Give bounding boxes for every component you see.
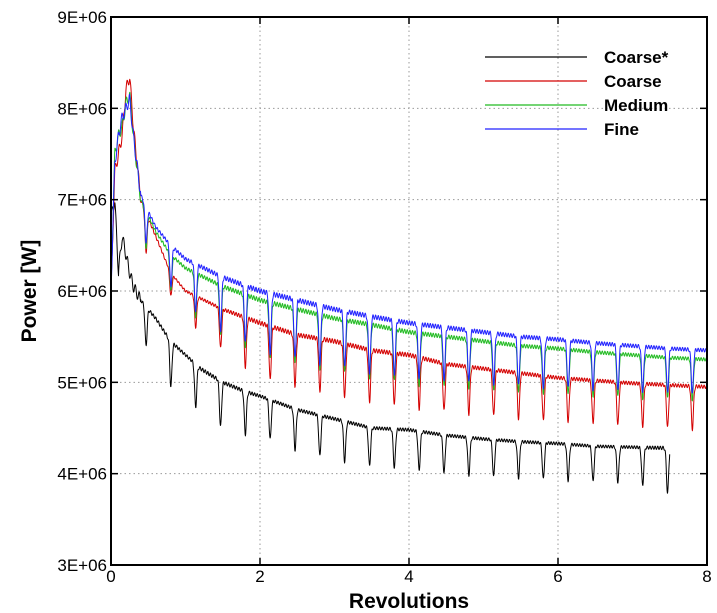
y-tick-label: 7E+06: [57, 191, 107, 210]
x-tick-label: 4: [404, 567, 413, 586]
x-axis-label: Revolutions: [349, 590, 469, 613]
y-tick-label: 3E+06: [57, 556, 107, 575]
series-line-coarse: [110, 202, 671, 494]
legend-label: Coarse: [604, 72, 662, 91]
x-tick-label: 6: [553, 567, 562, 586]
legend-label: Coarse*: [604, 48, 669, 67]
y-tick-label: 5E+06: [57, 373, 107, 392]
y-axis-label: Power [W]: [18, 240, 41, 343]
series-layer: [110, 78, 708, 494]
tick-layer: 0 2 4 6 8 3E+06 4E+06 5E+06 6E+06 7E+06 8E+06 9E+06: [57, 8, 711, 586]
legend-label: Medium: [604, 96, 668, 115]
series-line-fine: [110, 93, 708, 394]
legend: Coarse* Coarse Medium Fine: [485, 48, 669, 139]
x-tick-label: 0: [106, 567, 115, 586]
x-tick-label: 8: [702, 567, 711, 586]
x-tick-label: 2: [255, 567, 264, 586]
y-tick-label: 8E+06: [57, 99, 107, 118]
series-line-medium: [110, 91, 708, 402]
legend-label: Fine: [604, 120, 639, 139]
y-tick-label: 6E+06: [57, 282, 107, 301]
grid-layer: [111, 17, 707, 565]
y-tick-label: 4E+06: [57, 465, 107, 484]
y-tick-label: 9E+06: [57, 8, 107, 27]
series-line-coarse: [110, 78, 708, 432]
